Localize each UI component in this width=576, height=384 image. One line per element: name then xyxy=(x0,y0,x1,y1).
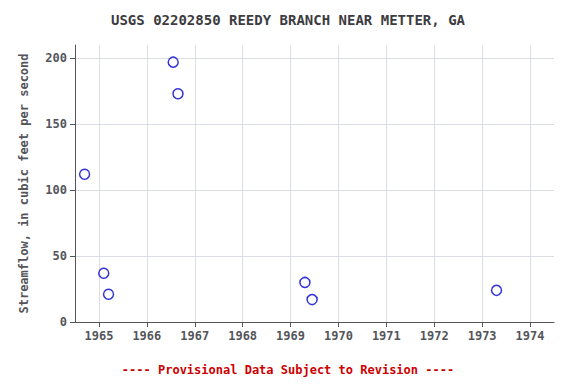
svg-text:---- Provisional Data Subject: ---- Provisional Data Subject to Revisio… xyxy=(122,363,454,377)
svg-text:1974: 1974 xyxy=(516,329,545,343)
svg-text:USGS 02202850 REEDY BRANCH NEA: USGS 02202850 REEDY BRANCH NEAR METTER, … xyxy=(111,12,466,28)
svg-text:1967: 1967 xyxy=(180,329,209,343)
svg-text:50: 50 xyxy=(53,249,67,263)
svg-text:1971: 1971 xyxy=(372,329,401,343)
svg-text:1968: 1968 xyxy=(228,329,257,343)
svg-text:1969: 1969 xyxy=(276,329,305,343)
svg-text:0: 0 xyxy=(60,315,67,329)
svg-text:1973: 1973 xyxy=(468,329,497,343)
svg-text:150: 150 xyxy=(45,117,67,131)
svg-text:1965: 1965 xyxy=(84,329,113,343)
svg-text:100: 100 xyxy=(45,183,67,197)
svg-text:Streamflow, in cubic feet per: Streamflow, in cubic feet per second xyxy=(17,53,31,313)
svg-text:200: 200 xyxy=(45,51,67,65)
svg-text:1972: 1972 xyxy=(420,329,449,343)
svg-text:1970: 1970 xyxy=(324,329,353,343)
svg-text:1966: 1966 xyxy=(132,329,161,343)
